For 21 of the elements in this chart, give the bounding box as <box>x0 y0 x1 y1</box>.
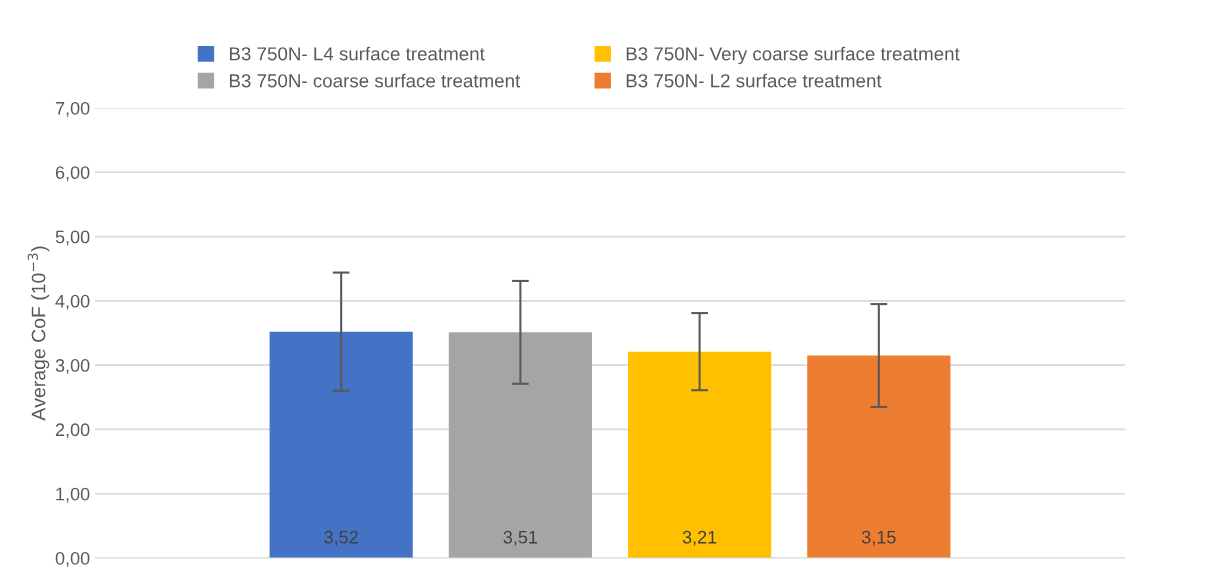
legend-label: B3 750N- Very coarse surface treatment <box>626 46 960 65</box>
data-label: 3,52 <box>324 530 358 546</box>
data-label: 3,21 <box>682 530 717 546</box>
bar <box>269 331 413 558</box>
y-tick-label: 5,00 <box>55 230 90 246</box>
legend-label: B3 750N- L4 surface treatment <box>229 46 485 61</box>
data-label: 3,15 <box>861 530 896 546</box>
y-axis-title: Average CoF (10$^{−3}$) <box>27 246 50 421</box>
y-tick-label: 3,00 <box>55 359 90 374</box>
legend-label: B3 750N- L2 surface treatment <box>626 73 882 88</box>
bar <box>448 332 592 558</box>
y-tick-label: 4,00 <box>55 294 90 310</box>
legend-label: B3 750N- coarse surface treatment <box>229 73 521 88</box>
y-tick-label: 0,00 <box>55 551 90 567</box>
y-tick-label: 1,00 <box>56 487 90 503</box>
bar <box>628 351 772 558</box>
bar <box>807 355 951 558</box>
y-tick-label: 2,00 <box>55 423 90 439</box>
y-tick-label: 7,00 <box>55 101 90 117</box>
data-label: 3,51 <box>503 530 538 546</box>
y-tick-label: 6,00 <box>55 166 90 182</box>
